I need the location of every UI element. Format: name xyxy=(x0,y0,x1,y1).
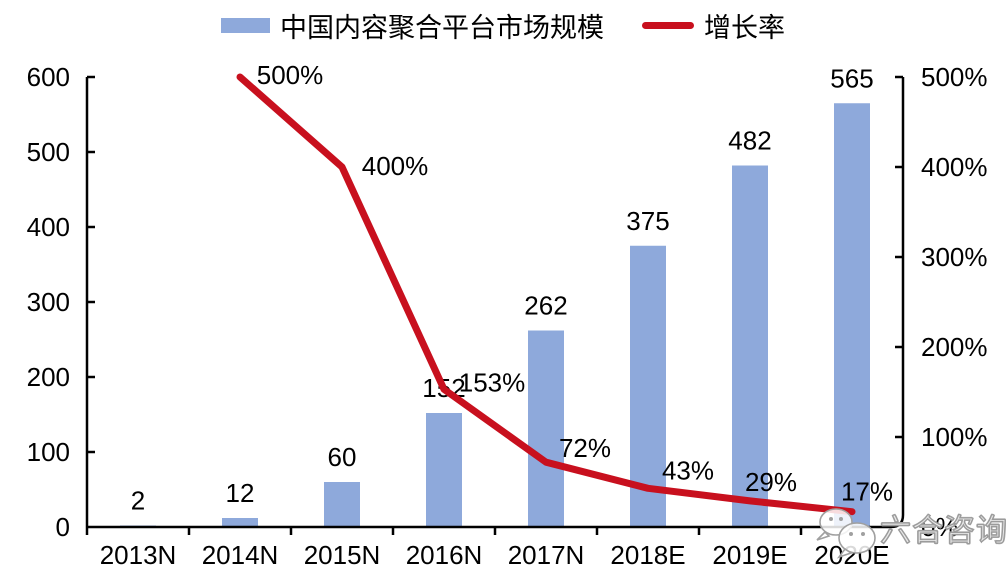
right-axis-tick-label: 200% xyxy=(921,332,988,362)
line-value-label: 72% xyxy=(559,433,611,463)
bar xyxy=(222,518,258,527)
bar-value-label: 2 xyxy=(131,486,145,516)
left-axis-tick-label: 600 xyxy=(27,62,70,92)
bar-value-label: 12 xyxy=(226,478,255,508)
bar xyxy=(732,165,768,527)
left-axis-tick-label: 0 xyxy=(56,512,70,542)
line-value-label: 29% xyxy=(745,467,797,497)
bar-value-label: 60 xyxy=(328,442,357,472)
x-axis-category-label: 2015N xyxy=(304,540,381,570)
legend-label-market-size: 中国内容聚合平台市场规模 xyxy=(280,13,604,43)
line-value-label: 43% xyxy=(662,455,714,485)
growth-rate-line xyxy=(236,73,856,516)
bar xyxy=(834,103,870,527)
right-axis-tick-label: 500% xyxy=(921,62,988,92)
x-axis-category-label: 2019E xyxy=(712,540,787,570)
x-axis-category-label: 2013N xyxy=(100,540,177,570)
legend-item-market-size: 中国内容聚合平台市场规模 xyxy=(221,6,604,45)
x-axis-category-label: 2020E xyxy=(814,540,889,570)
left-axis-tick-label: 100 xyxy=(27,437,70,467)
x-axis-category-label: 2017N xyxy=(508,540,585,570)
bar-series-swatch xyxy=(221,18,270,33)
line-value-label: 17% xyxy=(841,477,893,507)
bar-value-label: 565 xyxy=(830,63,873,93)
bar-value-label: 375 xyxy=(626,206,669,236)
right-axis-tick-label: 0% xyxy=(921,512,959,542)
line-value-label: 500% xyxy=(257,60,324,90)
bar-value-label: 262 xyxy=(524,291,567,321)
line-value-label: 400% xyxy=(362,151,429,181)
legend-label-growth-rate: 增长率 xyxy=(704,13,785,43)
right-axis-tick-label: 100% xyxy=(921,422,988,452)
axis-frame xyxy=(85,77,905,529)
bar xyxy=(426,413,462,527)
chart-legend: 中国内容聚合平台市场规模 增长率 xyxy=(0,6,1006,45)
bar-value-label: 482 xyxy=(728,126,771,156)
left-axis-tick-label: 200 xyxy=(27,362,70,392)
legend-item-growth-rate: 增长率 xyxy=(642,6,785,45)
bar xyxy=(324,482,360,527)
left-axis-tick-label: 300 xyxy=(27,287,70,317)
x-axis-category-label: 2018E xyxy=(610,540,685,570)
line-series-swatch xyxy=(642,22,694,29)
x-axis-category-label: 2014N xyxy=(202,540,279,570)
right-axis-tick-label: 300% xyxy=(921,242,988,272)
left-axis-tick-label: 400 xyxy=(27,212,70,242)
line-value-label: 153% xyxy=(459,367,526,397)
right-axis-tick-label: 400% xyxy=(921,152,988,182)
bar xyxy=(630,245,666,527)
x-axis-category-label: 2016N xyxy=(406,540,483,570)
left-axis-tick-label: 500 xyxy=(27,137,70,167)
bar xyxy=(528,330,564,527)
